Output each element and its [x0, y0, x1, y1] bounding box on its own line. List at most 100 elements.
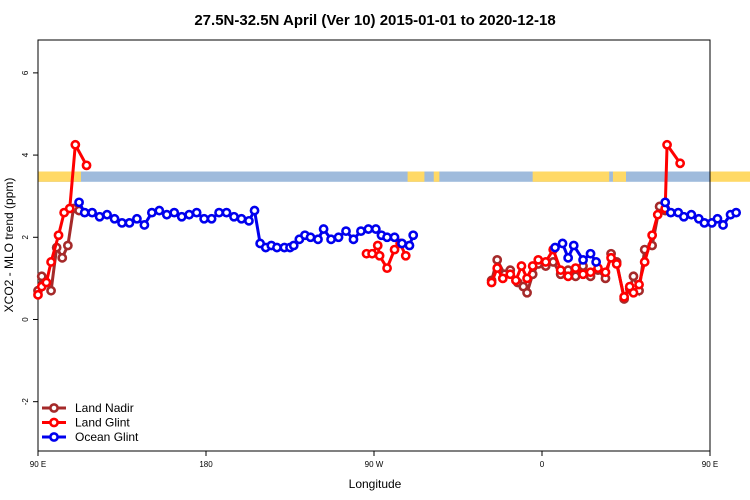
data-point — [389, 244, 400, 255]
data-point — [341, 226, 351, 237]
x-tick-label: 90 E — [30, 460, 46, 469]
data-point — [363, 224, 374, 234]
land-segment — [612, 171, 626, 182]
data-point — [492, 254, 503, 265]
data-point — [578, 254, 588, 265]
y-tick-label: 6 — [21, 70, 30, 75]
data-point — [665, 207, 676, 218]
data-point — [678, 211, 689, 222]
legend-label: Land Nadir — [75, 401, 134, 415]
data-point — [563, 252, 574, 263]
x-tick-label: 180 — [199, 460, 213, 469]
data-point — [109, 213, 120, 224]
data-point — [221, 207, 232, 218]
data-point — [619, 291, 630, 302]
data-point — [176, 211, 187, 222]
data-point — [169, 207, 180, 218]
data-point — [578, 269, 588, 280]
data-point — [699, 217, 710, 228]
data-point — [64, 203, 75, 214]
data-point — [585, 248, 596, 259]
data-point — [356, 226, 366, 237]
data-point — [570, 263, 581, 274]
data-point — [563, 271, 574, 282]
data-point — [585, 267, 596, 278]
data-point — [486, 277, 497, 288]
series-ocean-glint — [74, 197, 742, 267]
data-point — [611, 259, 622, 269]
data-point — [87, 207, 98, 218]
data-point — [718, 220, 728, 230]
data-point — [229, 211, 239, 222]
data-point — [591, 257, 602, 267]
legend-label: Ocean Glint — [75, 430, 139, 444]
chart-title: 27.5N-32.5N April (Ver 10) 2015-01-01 to… — [194, 12, 555, 29]
ocean-band — [38, 171, 710, 182]
data-point — [557, 238, 568, 249]
y-tick-label: -2 — [21, 398, 30, 406]
data-point — [249, 205, 260, 216]
data-point — [555, 265, 566, 276]
data-point — [382, 232, 392, 243]
series-land-nadir — [33, 201, 671, 304]
data-point — [313, 234, 323, 245]
y-axis: -2 0 2 4 6 — [21, 70, 38, 405]
data-point — [367, 248, 378, 259]
data-point — [628, 271, 639, 282]
land-segment — [532, 171, 610, 182]
data-point — [389, 232, 400, 243]
data-point — [505, 269, 516, 280]
data-point — [497, 273, 508, 284]
data-point — [124, 217, 135, 228]
data-point — [305, 232, 316, 243]
data-point — [102, 209, 112, 220]
data-point — [41, 277, 52, 288]
y-tick-label: 2 — [21, 235, 30, 240]
data-point — [62, 240, 73, 251]
data-point — [516, 261, 527, 271]
data-point — [236, 213, 247, 224]
legend-marker — [49, 403, 59, 413]
data-point — [382, 263, 392, 274]
x-tick-label: 90 W — [365, 460, 384, 469]
data-point — [117, 217, 127, 228]
data-point — [686, 209, 697, 220]
data-point — [33, 289, 43, 300]
data-point — [288, 240, 299, 251]
y-tick-label: 0 — [21, 317, 30, 322]
data-point — [374, 250, 385, 261]
data-point — [214, 207, 224, 218]
data-point — [533, 254, 544, 265]
data-point — [70, 139, 81, 150]
data-point — [81, 160, 92, 171]
x-tick-label: 0 — [540, 460, 545, 469]
data-point — [606, 252, 616, 263]
data-point — [132, 213, 142, 224]
data-point — [675, 158, 686, 169]
data-point — [184, 209, 195, 220]
data-point — [600, 267, 611, 278]
data-point — [53, 230, 64, 241]
data-point — [522, 273, 532, 284]
data-point — [36, 271, 47, 282]
x-axis: 90 E 180 90 W 0 90 E — [30, 451, 718, 469]
data-point — [570, 271, 581, 282]
x-axis-label: Longitude — [349, 477, 402, 491]
data-point — [540, 257, 551, 267]
data-point — [333, 232, 344, 243]
land-segment — [407, 171, 425, 182]
data-point — [146, 207, 157, 218]
data-point — [370, 224, 381, 234]
data-point — [712, 213, 723, 224]
data-point — [94, 211, 105, 222]
data-point — [647, 230, 658, 241]
data-point — [568, 240, 579, 251]
series-layer — [33, 139, 742, 304]
data-point — [639, 257, 650, 267]
data-point — [154, 205, 165, 216]
y-axis-label: XCO2 - MLO trend (ppm) — [2, 178, 16, 313]
data-point — [660, 197, 671, 208]
data-point — [191, 207, 202, 218]
